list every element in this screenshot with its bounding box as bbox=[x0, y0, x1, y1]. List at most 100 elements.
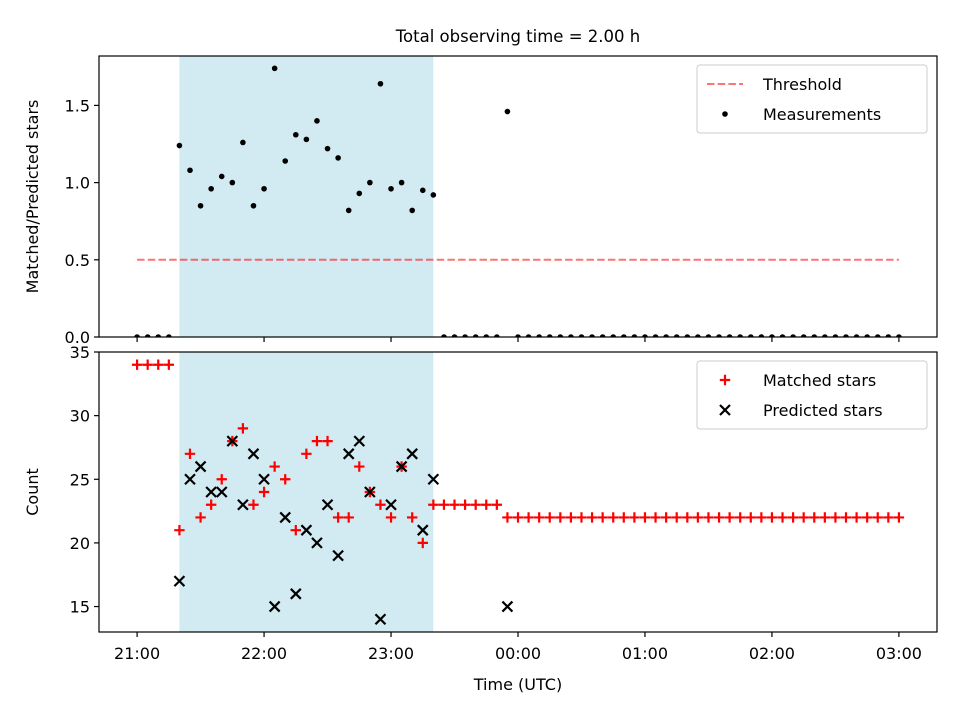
matched-star-point bbox=[311, 435, 323, 447]
legend-label: Threshold bbox=[762, 75, 842, 94]
matched-star-point bbox=[809, 512, 820, 523]
predicted-star-point bbox=[321, 498, 334, 511]
matched-star-point bbox=[512, 512, 524, 523]
predicted-star-point bbox=[258, 473, 270, 486]
matched-star-point bbox=[851, 512, 862, 523]
predicted-star-point bbox=[342, 448, 355, 460]
matched-star-point bbox=[163, 359, 175, 370]
matched-star-point bbox=[174, 524, 185, 536]
matched-star-point bbox=[280, 474, 291, 485]
matched-star-point bbox=[406, 512, 418, 523]
measurement-point bbox=[441, 334, 447, 337]
predicted-star-point bbox=[416, 524, 429, 536]
x-tick-label: 21:00 bbox=[114, 644, 160, 663]
measurement-point bbox=[218, 173, 225, 180]
predicted-star-point bbox=[247, 448, 260, 460]
matched-star-point bbox=[459, 499, 471, 510]
measurement-point bbox=[621, 334, 627, 337]
measurement-point bbox=[504, 108, 511, 115]
y-tick-label: 15 bbox=[70, 598, 90, 617]
y-tick-label: 30 bbox=[70, 407, 90, 426]
matched-star-point bbox=[237, 423, 249, 434]
measurement-point bbox=[250, 202, 257, 209]
matched-star-point bbox=[660, 512, 672, 523]
measurement-point bbox=[769, 334, 775, 337]
legend-label: Predicted stars bbox=[763, 401, 883, 420]
measurement-point bbox=[525, 334, 532, 337]
matched-star-point bbox=[544, 512, 555, 523]
matched-star-point bbox=[671, 512, 682, 523]
y-tick-label: 25 bbox=[70, 470, 90, 489]
measurement-point bbox=[578, 334, 585, 337]
measurement-point bbox=[303, 136, 310, 143]
measurement-point bbox=[515, 334, 521, 337]
series-matched-stars bbox=[131, 359, 905, 549]
matched-star-point bbox=[639, 512, 651, 523]
matched-star-point bbox=[258, 486, 270, 498]
predicted-star-point bbox=[268, 600, 281, 613]
matched-star-point bbox=[787, 512, 799, 523]
y-tick-label: 20 bbox=[70, 534, 90, 553]
y-tick-label: 1.5 bbox=[65, 96, 90, 115]
figure-title: Total observing time = 2.00 h bbox=[395, 27, 640, 46]
predicted-star-point bbox=[406, 448, 418, 460]
matched-star-point bbox=[322, 435, 333, 447]
measurement-point bbox=[790, 334, 796, 337]
measurement-point bbox=[557, 334, 564, 337]
matched-star-point bbox=[533, 512, 545, 523]
matched-star-point bbox=[565, 512, 577, 523]
matched-star-point bbox=[375, 499, 386, 510]
measurement-point bbox=[663, 334, 669, 337]
measurement-point bbox=[377, 80, 384, 87]
measurement-point bbox=[483, 334, 490, 337]
measurement-point bbox=[356, 190, 363, 197]
measurement-point bbox=[716, 334, 722, 337]
matched-star-point bbox=[354, 461, 365, 472]
matched-star-point bbox=[861, 512, 873, 523]
measurement-point bbox=[631, 334, 638, 337]
matched-star-point bbox=[830, 512, 841, 523]
ratio-panel: 0.0 0.5 1.0 1.5 Matched/Predicted stars Thres… bbox=[23, 55, 938, 347]
measurement-point bbox=[451, 334, 458, 337]
measurement-point bbox=[197, 202, 204, 209]
measurement-point bbox=[419, 187, 426, 194]
x-tick-label: 03:00 bbox=[876, 644, 922, 663]
legend-box bbox=[696, 360, 928, 430]
matched-star-point bbox=[734, 512, 746, 523]
matched-star-point bbox=[798, 512, 809, 523]
measurement-point bbox=[610, 334, 617, 337]
matched-star-point bbox=[756, 512, 767, 523]
measurement-point bbox=[134, 334, 140, 337]
predicted-star-point bbox=[385, 498, 397, 511]
predicted-star-point bbox=[374, 613, 387, 626]
measurement-point bbox=[546, 334, 553, 337]
measurement-point bbox=[800, 334, 807, 337]
matched-star-point bbox=[205, 499, 217, 510]
measurement-point bbox=[864, 334, 870, 337]
predicted-star-point bbox=[226, 435, 239, 447]
matched-star-point bbox=[692, 512, 704, 523]
matched-star-point bbox=[301, 448, 312, 460]
measurement-point bbox=[398, 179, 405, 186]
measurement-point bbox=[240, 139, 246, 146]
x-tick-label: 22:00 bbox=[241, 644, 287, 663]
matched-star-point bbox=[481, 499, 492, 510]
x-tick-label: 23:00 bbox=[368, 644, 414, 663]
observing-window-shade bbox=[179, 352, 434, 632]
matched-star-point bbox=[184, 448, 196, 460]
matched-star-point bbox=[216, 474, 227, 485]
predicted-star-point bbox=[290, 588, 302, 600]
y-axis-label: Matched/Predicted stars bbox=[23, 100, 42, 294]
matched-star-point bbox=[703, 512, 714, 523]
x-axis-label: Time (UTC) bbox=[473, 675, 562, 694]
count-panel: 15 20 25 30 35 21:00 22:00 23:00 00:00 01:00 02:00… bbox=[23, 343, 938, 694]
measurement-point bbox=[314, 118, 320, 124]
measurement-point bbox=[758, 334, 765, 337]
measurement-point bbox=[494, 334, 500, 337]
matched-star-point bbox=[428, 499, 439, 510]
measurement-point bbox=[737, 334, 743, 337]
measurement-point bbox=[568, 334, 574, 337]
y-tick-label: 35 bbox=[70, 343, 90, 362]
series-predicted-stars bbox=[173, 435, 514, 626]
